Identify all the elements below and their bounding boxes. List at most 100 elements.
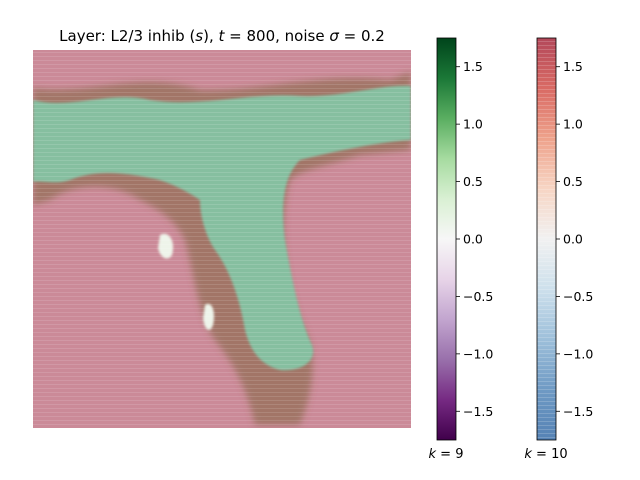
colorbar-k10-stripe bbox=[537, 129, 556, 130]
colorbar-k10-stripe bbox=[537, 261, 556, 262]
colorbar-k10-stripe bbox=[537, 373, 556, 374]
colorbar-k10-stripe bbox=[537, 397, 556, 398]
colorbar-k10-stripe bbox=[537, 193, 556, 194]
colorbar-k10-stripe bbox=[537, 401, 556, 402]
chart-title: Layer: L2/3 inhib (s), t = 800, noise σ … bbox=[59, 27, 385, 45]
colorbar-k10-tick-label: −0.5 bbox=[563, 289, 593, 304]
colorbar-k10-stripe bbox=[537, 181, 556, 182]
colorbar-k10-stripe bbox=[537, 213, 556, 214]
colorbar-k10-stripe bbox=[537, 113, 556, 114]
colorbar-k10-stripe bbox=[537, 173, 556, 174]
colorbar-k10-stripe bbox=[537, 409, 556, 410]
colorbar-k10-stripe bbox=[537, 233, 556, 234]
colorbar-k10-stripe bbox=[537, 293, 556, 294]
colorbar-k10-stripe bbox=[537, 153, 556, 154]
colorbar-k10-stripe bbox=[537, 85, 556, 86]
heatmap-texture bbox=[33, 50, 411, 428]
colorbar-k10-stripe bbox=[537, 425, 556, 426]
colorbar-k10-tick-label: 0.0 bbox=[563, 232, 583, 247]
colorbar-k10-stripe bbox=[537, 305, 556, 306]
colorbar-k10-stripe bbox=[537, 313, 556, 314]
colorbar-k10-tick-label: −1.0 bbox=[563, 346, 593, 361]
colorbar-k10-stripe bbox=[537, 77, 556, 78]
colorbar-k9: 1.5 1.0 0.5 0.0 −0.5 −1.0 −1.5 k = 9 bbox=[429, 37, 493, 462]
colorbar-k10-stripe bbox=[537, 421, 556, 422]
colorbar-k10-stripe bbox=[537, 345, 556, 346]
colorbar-k9-ticks: 1.5 1.0 0.5 0.0 −0.5 −1.0 −1.5 bbox=[456, 59, 493, 419]
colorbar-k10-stripe bbox=[537, 393, 556, 394]
colorbar-k10-stripe bbox=[537, 381, 556, 382]
colorbar-k10-stripe bbox=[537, 365, 556, 366]
colorbar-k9-tick-label: 1.0 bbox=[463, 117, 483, 132]
colorbar-k10-bar bbox=[536, 37, 557, 441]
colorbar-k9-label: k = 9 bbox=[429, 447, 464, 462]
colorbar-k10-stripe bbox=[537, 417, 556, 418]
colorbar-k10-stripe bbox=[537, 157, 556, 158]
colorbar-k10-stripe bbox=[537, 81, 556, 82]
colorbar-k10-stripe bbox=[537, 133, 556, 134]
colorbar-k10-stripe bbox=[537, 117, 556, 118]
colorbar-k10-stripe bbox=[537, 269, 556, 270]
colorbar-k9-tick-label: −0.5 bbox=[463, 289, 493, 304]
colorbar-k10-stripe bbox=[537, 237, 556, 238]
colorbar-k10-stripe bbox=[537, 337, 556, 338]
colorbar-k10-stripe bbox=[537, 429, 556, 430]
colorbar-k10-stripe bbox=[537, 357, 556, 358]
colorbar-k10-stripe bbox=[537, 73, 556, 74]
colorbar-k10-stripe bbox=[537, 317, 556, 318]
colorbar-k10-stripe bbox=[537, 105, 556, 106]
colorbar-k9-tick-label: 0.5 bbox=[463, 174, 483, 189]
colorbar-k10-stripe bbox=[537, 301, 556, 302]
colorbar-k10-stripe bbox=[537, 101, 556, 102]
colorbar-k10-stripe bbox=[537, 257, 556, 258]
colorbar-k9-bar bbox=[436, 37, 457, 441]
colorbar-k10-tick-label: 1.5 bbox=[563, 59, 583, 74]
colorbar-k10-stripe bbox=[537, 149, 556, 150]
colorbar-k10-stripe bbox=[537, 121, 556, 122]
colorbar-k10-stripe bbox=[537, 433, 556, 434]
colorbar-k10-stripe bbox=[537, 49, 556, 50]
colorbar-k10-stripe bbox=[537, 137, 556, 138]
colorbar-k10-stripe bbox=[537, 69, 556, 70]
colorbar-k10-stripe bbox=[537, 369, 556, 370]
colorbar-k10-stripe bbox=[537, 377, 556, 378]
colorbar-k10-stripe bbox=[537, 329, 556, 330]
colorbar-k10-stripe bbox=[537, 185, 556, 186]
colorbar-k10-label: k = 10 bbox=[524, 447, 567, 462]
colorbar-k10-stripe bbox=[537, 217, 556, 218]
colorbar-k10-stripe bbox=[537, 325, 556, 326]
colorbar-k9-tick-label: −1.0 bbox=[463, 346, 493, 361]
colorbar-k10-stripe bbox=[537, 225, 556, 226]
colorbar-k10-stripe bbox=[537, 241, 556, 242]
colorbar-k10-stripe bbox=[537, 321, 556, 322]
colorbar-k10-stripe bbox=[537, 221, 556, 222]
colorbar-k10-stripe bbox=[537, 165, 556, 166]
colorbar-k10-stripe bbox=[537, 161, 556, 162]
colorbar-k9-tick-label: 0.0 bbox=[463, 232, 483, 247]
colorbar-k10-stripe bbox=[537, 145, 556, 146]
colorbar-k10-stripe bbox=[537, 169, 556, 170]
colorbar-k10-stripe bbox=[537, 341, 556, 342]
colorbar-k10-stripe bbox=[537, 437, 556, 438]
colorbar-k10-ticks: 1.5 1.0 0.5 0.0 −0.5 −1.0 −1.5 bbox=[556, 59, 593, 419]
heatmap-image bbox=[33, 50, 411, 428]
colorbar-k10-stripe bbox=[537, 65, 556, 66]
colorbar-k10-stripe bbox=[537, 333, 556, 334]
colorbar-k10-stripe bbox=[537, 177, 556, 178]
colorbar-k10-stripe bbox=[537, 45, 556, 46]
colorbar-k10-stripe bbox=[537, 189, 556, 190]
colorbar-k10: 1.5 1.0 0.5 0.0 −0.5 −1.0 −1.5 k = 10 bbox=[524, 37, 593, 462]
colorbar-k10-stripe bbox=[537, 389, 556, 390]
colorbar-k10-stripe bbox=[537, 197, 556, 198]
colorbar-k10-stripe bbox=[537, 61, 556, 62]
colorbar-k10-stripe bbox=[537, 285, 556, 286]
colorbar-k10-stripe bbox=[537, 361, 556, 362]
colorbar-k10-stripe bbox=[537, 89, 556, 90]
colorbar-k10-stripe bbox=[537, 245, 556, 246]
colorbar-k10-stripe bbox=[537, 385, 556, 386]
colorbar-k9-tick-label: 1.5 bbox=[463, 59, 483, 74]
colorbar-k10-stripe bbox=[537, 253, 556, 254]
colorbar-k10-stripe bbox=[537, 353, 556, 354]
colorbar-k10-stripe bbox=[537, 109, 556, 110]
colorbar-k10-stripe bbox=[537, 265, 556, 266]
